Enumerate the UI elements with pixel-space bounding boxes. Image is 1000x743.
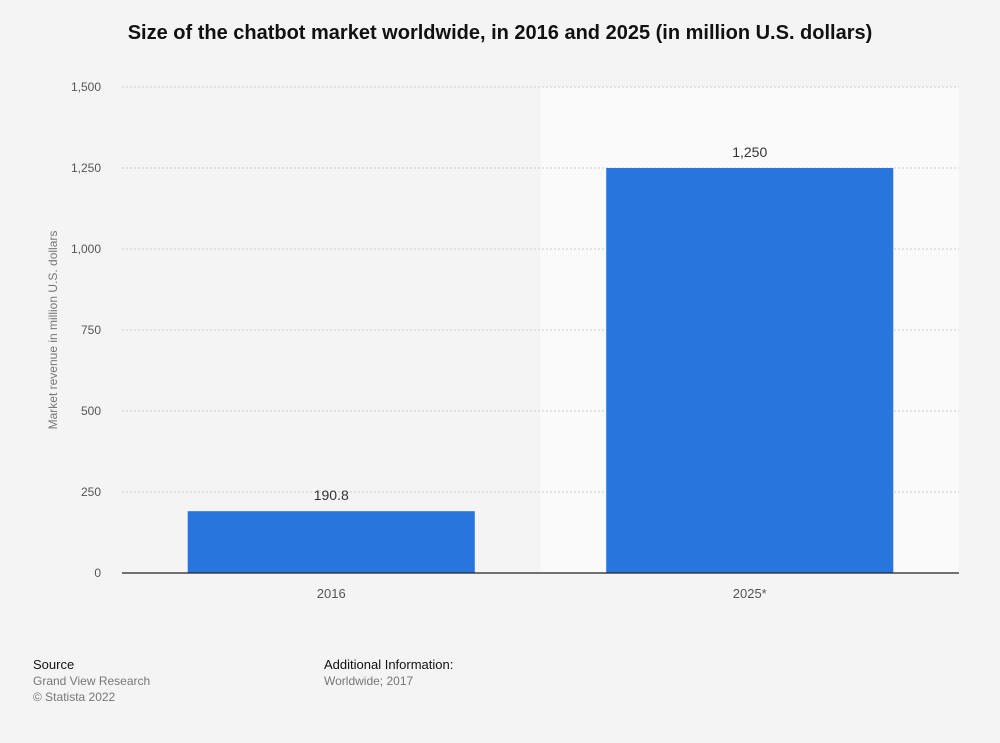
y-tick-label: 250 <box>81 485 101 499</box>
additional-info-line-1: Worldwide; 2017 <box>324 674 414 688</box>
bar-value-label: 1,250 <box>732 144 767 160</box>
additional-info-heading: Additional Information: <box>324 657 454 672</box>
bar-value-label: 190.8 <box>314 487 349 503</box>
chart-title: Size of the chatbot market worldwide, in… <box>127 22 873 44</box>
x-category-label: 2025* <box>733 586 767 601</box>
source-line-2: © Statista 2022 <box>33 690 116 704</box>
y-tick-label: 1,000 <box>71 242 101 256</box>
y-tick-label: 500 <box>81 404 101 418</box>
x-category-label: 2016 <box>317 586 346 601</box>
source-heading: Source <box>33 657 75 672</box>
source-line-1: Grand View Research <box>33 674 151 688</box>
y-tick-label: 1,250 <box>71 161 101 175</box>
bar <box>606 168 894 573</box>
y-tick-label: 1,500 <box>71 80 101 94</box>
additional-info-block: Additional Information: Worldwide; 2017 <box>324 657 453 689</box>
bar <box>187 511 475 573</box>
y-tick-label: 750 <box>81 323 101 337</box>
y-tick-label: 0 <box>94 566 101 580</box>
y-axis-label: Market revenue in million U.S. dollars <box>46 231 60 430</box>
source-block: Source Grand View Research © Statista 20… <box>33 657 150 705</box>
